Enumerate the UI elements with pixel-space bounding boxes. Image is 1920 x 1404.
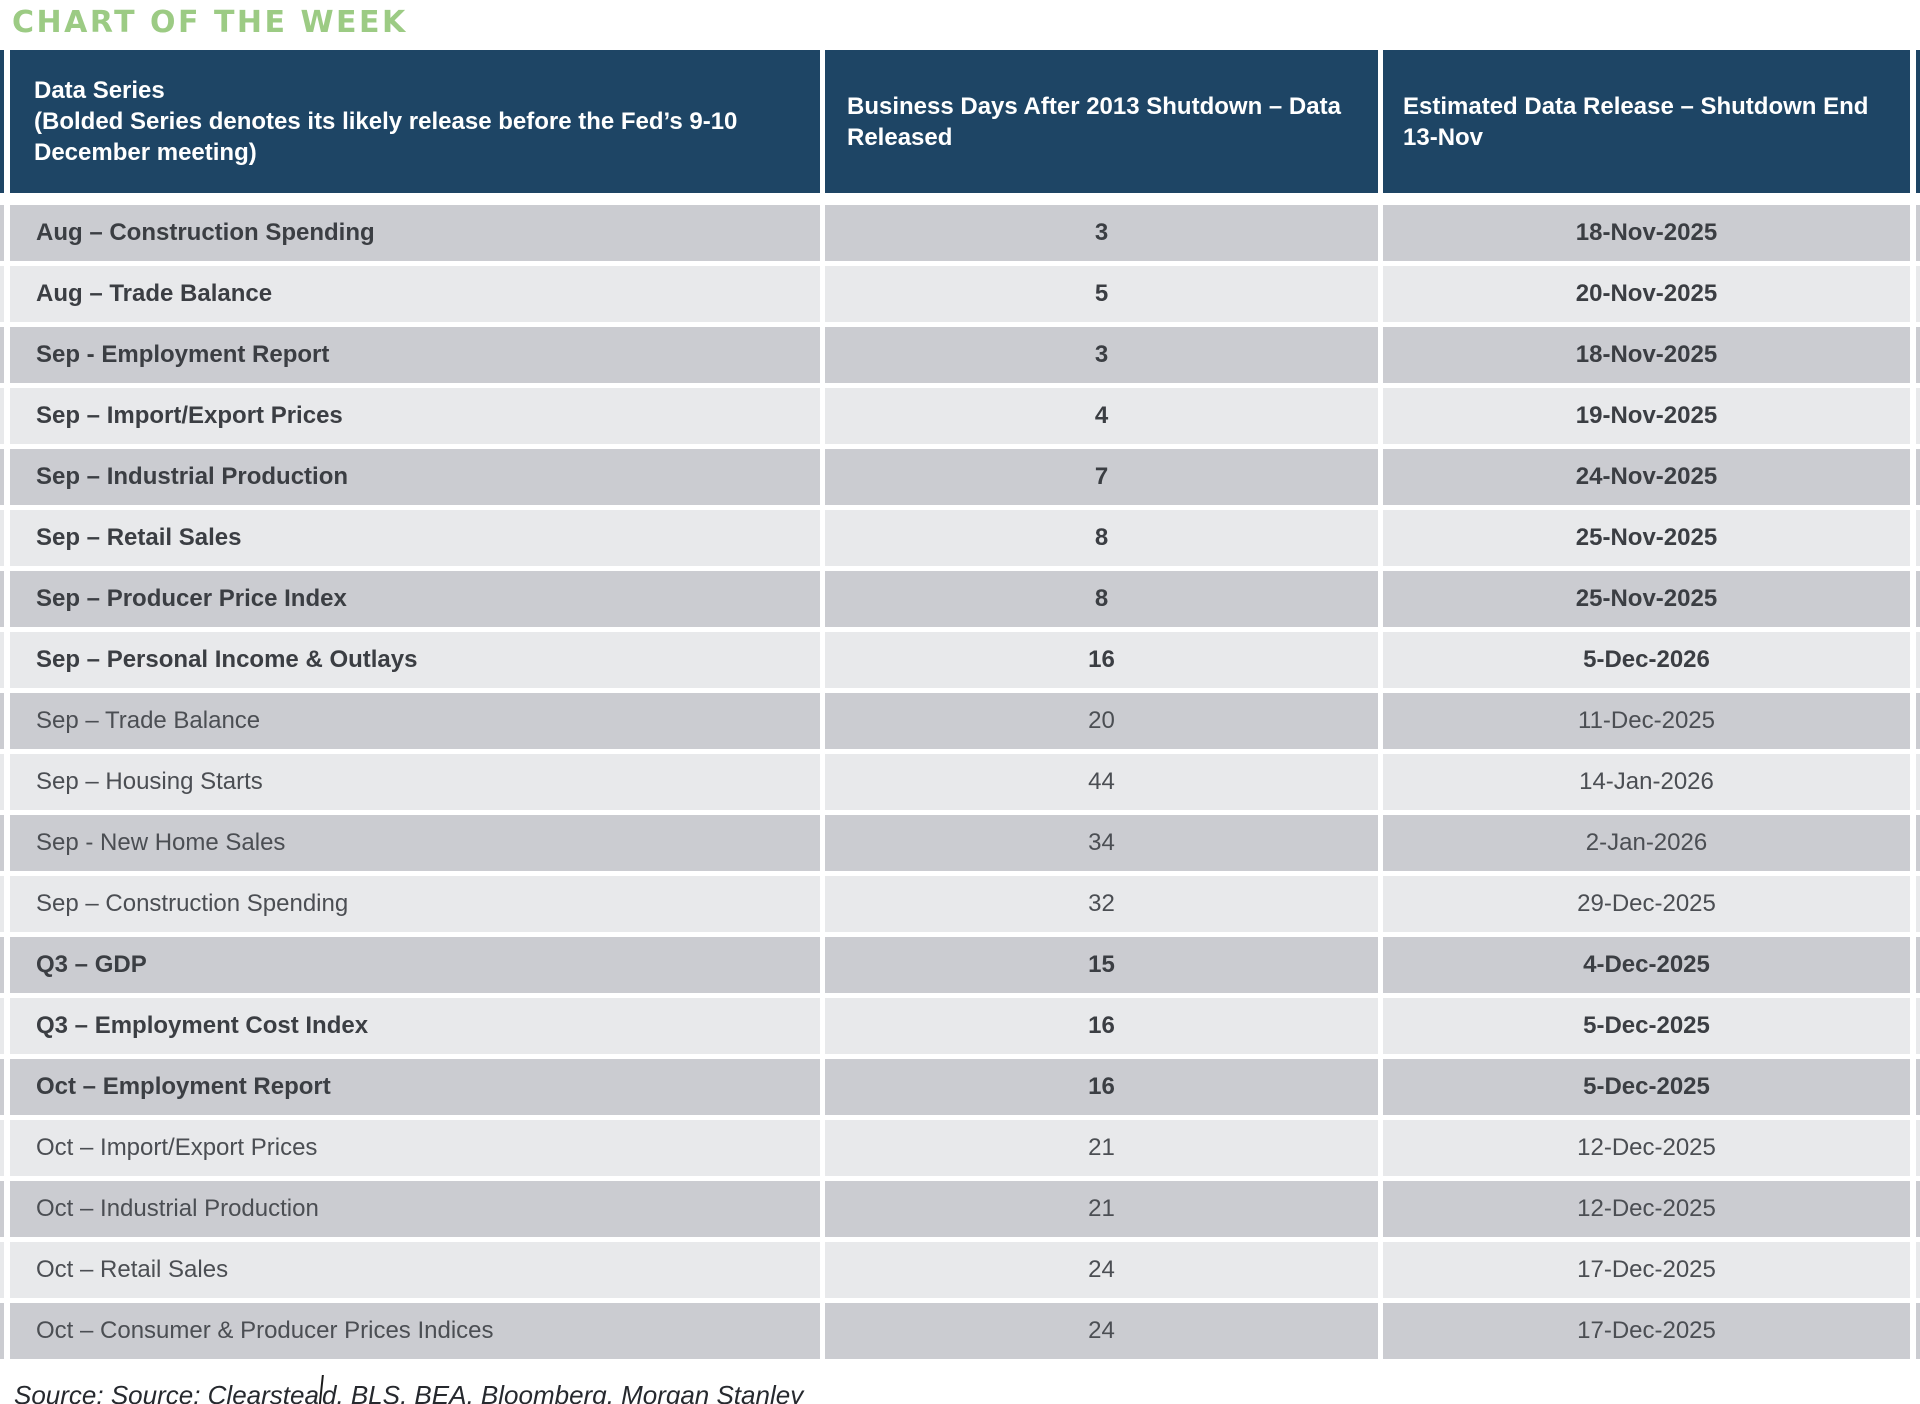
- date-cell: 5-Dec-2025: [1383, 1059, 1910, 1115]
- series-cell: Sep – Retail Sales: [10, 510, 820, 566]
- table-row: Q3 – Employment Cost Index 16 5-Dec-2025: [0, 998, 1920, 1054]
- data-release-table: Data Series (Bolded Series denotes its l…: [0, 50, 1920, 1359]
- days-cell: 16: [825, 998, 1378, 1054]
- table-row: Sep – Personal Income & Outlays 16 5-Dec…: [0, 632, 1920, 688]
- days-cell: 21: [825, 1120, 1378, 1176]
- header-cell-business-days: Business Days After 2013 Shutdown – Data…: [825, 50, 1378, 193]
- table-row: Q3 – GDP 15 4-Dec-2025: [0, 937, 1920, 993]
- series-cell: Aug – Construction Spending: [10, 205, 820, 261]
- series-cell: Sep – Housing Starts: [10, 754, 820, 810]
- date-cell: 24-Nov-2025: [1383, 449, 1910, 505]
- days-cell: 21: [825, 1181, 1378, 1237]
- series-cell: Oct – Consumer & Producer Prices Indices: [10, 1303, 820, 1359]
- date-cell: 5-Dec-2026: [1383, 632, 1910, 688]
- series-cell: Q3 – GDP: [10, 937, 820, 993]
- series-cell: Sep – Import/Export Prices: [10, 388, 820, 444]
- series-cell: Sep - Employment Report: [10, 327, 820, 383]
- table-row: Sep – Trade Balance 20 11-Dec-2025: [0, 693, 1920, 749]
- date-cell: 17-Dec-2025: [1383, 1242, 1910, 1298]
- table-row: Sep – Import/Export Prices 4 19-Nov-2025: [0, 388, 1920, 444]
- series-cell: Sep – Producer Price Index: [10, 571, 820, 627]
- days-cell: 16: [825, 632, 1378, 688]
- days-cell: 24: [825, 1303, 1378, 1359]
- date-cell: 11-Dec-2025: [1383, 693, 1910, 749]
- header-cell-estimated-release: Estimated Data Release – Shutdown End 13…: [1383, 50, 1910, 193]
- table-row: Sep – Producer Price Index 8 25-Nov-2025: [0, 571, 1920, 627]
- header-estimated-release-label: Estimated Data Release – Shutdown End 13…: [1403, 92, 1869, 151]
- date-cell: 18-Nov-2025: [1383, 327, 1910, 383]
- table-row: Oct – Import/Export Prices 21 12-Dec-202…: [0, 1120, 1920, 1176]
- header-business-days-label: Business Days After 2013 Shutdown – Data…: [847, 92, 1341, 151]
- days-cell: 7: [825, 449, 1378, 505]
- source-text-before-caret: Source: Source: Clearstea: [14, 1380, 319, 1404]
- days-cell: 8: [825, 571, 1378, 627]
- date-cell: 17-Dec-2025: [1383, 1303, 1910, 1359]
- days-cell: 32: [825, 876, 1378, 932]
- table-row: Sep – Industrial Production 7 24-Nov-202…: [0, 449, 1920, 505]
- date-cell: 19-Nov-2025: [1383, 388, 1910, 444]
- days-cell: 5: [825, 266, 1378, 322]
- date-cell: 12-Dec-2025: [1383, 1120, 1910, 1176]
- table-row: Sep – Housing Starts 44 14-Jan-2026: [0, 754, 1920, 810]
- table-row: Sep - Employment Report 3 18-Nov-2025: [0, 327, 1920, 383]
- series-cell: Oct – Import/Export Prices: [10, 1120, 820, 1176]
- date-cell: 4-Dec-2025: [1383, 937, 1910, 993]
- date-cell: 2-Jan-2026: [1383, 815, 1910, 871]
- page-title: CHART OF THE WEEK: [12, 5, 408, 40]
- date-cell: 14-Jan-2026: [1383, 754, 1910, 810]
- days-cell: 4: [825, 388, 1378, 444]
- series-cell: Oct – Employment Report: [10, 1059, 820, 1115]
- date-cell: 12-Dec-2025: [1383, 1181, 1910, 1237]
- date-cell: 25-Nov-2025: [1383, 510, 1910, 566]
- header-data-series-title: Data Series: [34, 77, 165, 104]
- days-cell: 3: [825, 327, 1378, 383]
- table-row: Oct – Consumer & Producer Prices Indices…: [0, 1303, 1920, 1359]
- series-cell: Oct – Retail Sales: [10, 1242, 820, 1298]
- days-cell: 15: [825, 937, 1378, 993]
- series-cell: Oct – Industrial Production: [10, 1181, 820, 1237]
- source-text-after-caret: d, BLS, BEA, Bloomberg, Morgan Stanley: [321, 1380, 804, 1404]
- table-row: Aug – Construction Spending 3 18-Nov-202…: [0, 205, 1920, 261]
- date-cell: 29-Dec-2025: [1383, 876, 1910, 932]
- days-cell: 8: [825, 510, 1378, 566]
- date-cell: 20-Nov-2025: [1383, 266, 1910, 322]
- days-cell: 3: [825, 205, 1378, 261]
- table-row: Oct – Employment Report 16 5-Dec-2025: [0, 1059, 1920, 1115]
- days-cell: 16: [825, 1059, 1378, 1115]
- series-cell: Aug – Trade Balance: [10, 266, 820, 322]
- date-cell: 18-Nov-2025: [1383, 205, 1910, 261]
- days-cell: 44: [825, 754, 1378, 810]
- header-data-series-note: (Bolded Series denotes its likely releas…: [34, 108, 738, 166]
- series-cell: Sep – Trade Balance: [10, 693, 820, 749]
- series-cell: Sep – Personal Income & Outlays: [10, 632, 820, 688]
- table-row: Oct – Industrial Production 21 12-Dec-20…: [0, 1181, 1920, 1237]
- page: CHART OF THE WEEK Data Series (Bolded Se…: [0, 6, 1920, 1404]
- table-row: Aug – Trade Balance 5 20-Nov-2025: [0, 266, 1920, 322]
- table-body: Aug – Construction Spending 3 18-Nov-202…: [0, 205, 1920, 1359]
- table-row: Sep – Construction Spending 32 29-Dec-20…: [0, 876, 1920, 932]
- table-row: Sep – Retail Sales 8 25-Nov-2025: [0, 510, 1920, 566]
- series-cell: Sep – Industrial Production: [10, 449, 820, 505]
- days-cell: 24: [825, 1242, 1378, 1298]
- table-header-row: Data Series (Bolded Series denotes its l…: [0, 50, 1920, 193]
- days-cell: 34: [825, 815, 1378, 871]
- series-cell: Sep - New Home Sales: [10, 815, 820, 871]
- date-cell: 5-Dec-2025: [1383, 998, 1910, 1054]
- table-row: Sep - New Home Sales 34 2-Jan-2026: [0, 815, 1920, 871]
- header-cell-data-series: Data Series (Bolded Series denotes its l…: [10, 50, 820, 193]
- table-row: Oct – Retail Sales 24 17-Dec-2025: [0, 1242, 1920, 1298]
- date-cell: 25-Nov-2025: [1383, 571, 1910, 627]
- days-cell: 20: [825, 693, 1378, 749]
- series-cell: Sep – Construction Spending: [10, 876, 820, 932]
- series-cell: Q3 – Employment Cost Index: [10, 998, 820, 1054]
- source-line[interactable]: Source: Source: Clearstea d, BLS, BEA, Bl…: [14, 1375, 1920, 1404]
